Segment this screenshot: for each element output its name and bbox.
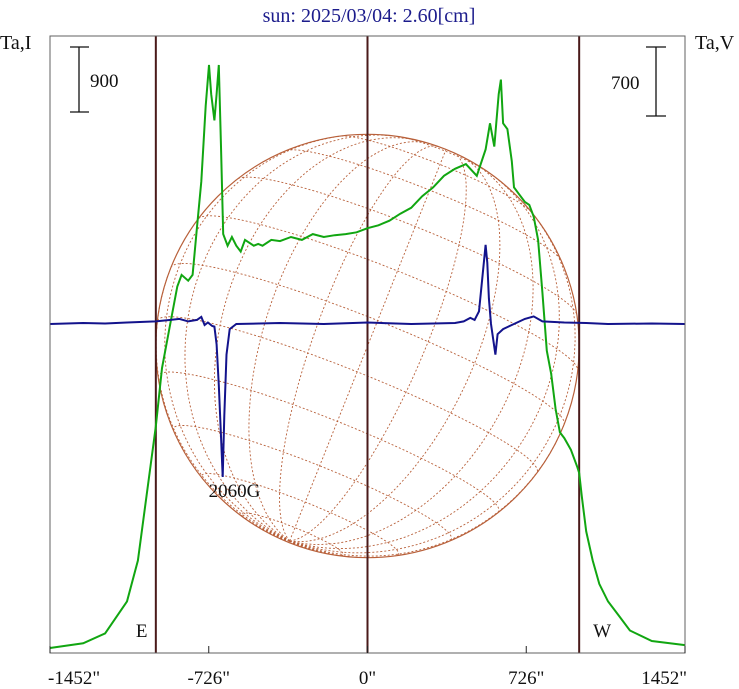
longitude-line (289, 171, 560, 550)
longitude-line (289, 155, 501, 543)
x-tick-label: 726" (508, 668, 544, 689)
x-tick-label: -726" (187, 668, 230, 689)
x-tick-label: 0" (359, 668, 376, 689)
latitude-line (172, 425, 453, 542)
region-annotation: 2060G (209, 481, 261, 502)
series-line-V (49, 244, 686, 478)
right-axis-label: Ta,V (695, 32, 735, 54)
longitude-line (289, 540, 295, 545)
longitude-line (289, 424, 565, 557)
right-scale-bar: 700 (611, 46, 666, 117)
longitude-line (164, 134, 352, 542)
chart-title: sun: 2025/03/04: 2.60[cm] (263, 5, 476, 27)
left-scale-bar: 900 (70, 46, 119, 113)
longitude-line (289, 149, 447, 542)
limb-label: W (593, 621, 611, 642)
vertical-lines (154, 36, 581, 653)
left-scale-value: 900 (90, 71, 119, 92)
latitude-line (341, 135, 532, 213)
longitude-line (248, 141, 431, 542)
latitude-line (198, 215, 579, 371)
longitude-line (184, 134, 401, 542)
longitude-line (289, 162, 534, 545)
left-axis-label: Ta,I (0, 32, 31, 54)
series-layer (49, 64, 686, 649)
x-tick-label: 1452" (641, 668, 687, 689)
chart-labels: E W 2060G (136, 481, 611, 642)
latitude-line (157, 316, 538, 473)
latitude-line (237, 176, 578, 315)
limb-label: E (136, 621, 148, 642)
x-tick-label: -1452" (48, 668, 100, 689)
latitude-line (240, 512, 344, 557)
latitude-line (399, 136, 489, 173)
longitude-line (289, 203, 576, 554)
right-scale-value: 700 (611, 73, 640, 94)
x-axis-ticks: -1452" -726" 0" 726" 1452" (48, 646, 687, 689)
series-line-I (49, 64, 686, 649)
